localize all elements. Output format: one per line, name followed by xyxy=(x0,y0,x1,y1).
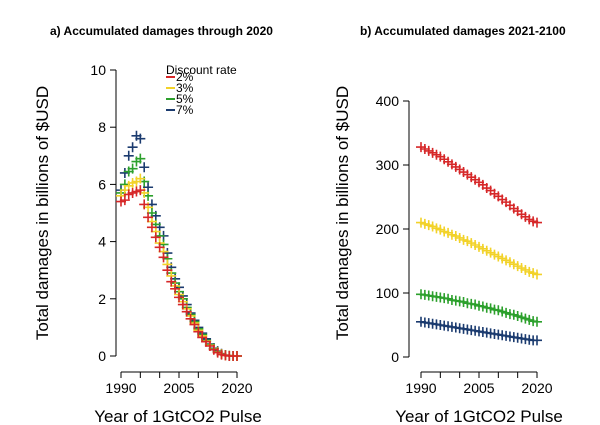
series-3pct xyxy=(116,173,242,361)
panel-a-x-axis-label: Year of 1GtCO2 Pulse xyxy=(94,407,262,425)
panel-a-axes: 0 2 4 6 8 10 1990 2005 2020 xyxy=(90,62,252,396)
data-point xyxy=(135,185,146,196)
legend-entry-label: 7% xyxy=(176,103,194,117)
panel-b-title: b) Accumulated damages 2021-2100 xyxy=(360,24,566,38)
data-point xyxy=(166,276,177,287)
panel-a-y-axis-label: Total damages in billions of $USD xyxy=(33,86,52,340)
data-point xyxy=(143,212,154,223)
legend-entry-label: 2% xyxy=(176,70,194,84)
legend-entry-label: 3% xyxy=(176,81,194,95)
y-tick-label: 0 xyxy=(98,348,106,364)
x-tick-label: 2005 xyxy=(163,380,194,396)
data-point xyxy=(139,162,150,173)
data-point xyxy=(143,182,154,193)
data-point xyxy=(232,351,242,361)
y-tick-label: 2 xyxy=(98,291,106,307)
legend-entry-label: 5% xyxy=(176,92,194,106)
data-point xyxy=(162,265,173,276)
y-tick-label: 400 xyxy=(376,93,400,109)
panel-a: a) Accumulated damages through 2020 Tota… xyxy=(33,24,273,425)
panel-b-x-axis-label: Year of 1GtCO2 Pulse xyxy=(395,407,563,425)
x-tick-label: 2020 xyxy=(521,380,552,396)
data-point xyxy=(135,153,146,164)
y-tick-label: 8 xyxy=(98,119,106,135)
y-tick-label: 10 xyxy=(90,62,106,78)
x-tick-label: 2005 xyxy=(463,380,494,396)
data-point xyxy=(127,142,138,153)
panel-b-y-axis-label: Total damages in billions of $USD xyxy=(333,86,352,340)
series-2pct xyxy=(416,142,542,228)
legend-title: Discount rate xyxy=(166,63,237,77)
data-point xyxy=(185,313,196,324)
data-point xyxy=(532,335,542,346)
series-7pct xyxy=(416,316,542,346)
y-tick-label: 6 xyxy=(98,176,106,192)
series-7pct xyxy=(116,130,242,361)
x-tick-label: 1990 xyxy=(105,380,136,396)
data-point xyxy=(177,299,188,310)
data-point xyxy=(158,252,169,263)
panel-b: b) Accumulated damages 2021-2100 Total d… xyxy=(333,24,566,425)
panel-a-marks xyxy=(116,130,242,361)
data-point xyxy=(174,292,184,303)
panel-b-marks xyxy=(416,142,542,346)
data-point xyxy=(154,242,165,253)
data-point xyxy=(135,173,146,184)
data-point xyxy=(532,217,542,228)
panel-a-title: a) Accumulated damages through 2020 xyxy=(50,24,273,38)
y-tick-label: 100 xyxy=(376,285,400,301)
series-2pct xyxy=(116,185,242,361)
data-point xyxy=(127,163,138,174)
data-point xyxy=(123,150,134,161)
data-point xyxy=(189,319,200,330)
data-point xyxy=(181,306,192,317)
data-point xyxy=(532,316,542,327)
series-5pct xyxy=(116,153,242,361)
series-3pct xyxy=(416,217,542,280)
data-point xyxy=(150,232,161,243)
series-5pct xyxy=(416,289,542,327)
x-tick-label: 2020 xyxy=(221,380,252,396)
data-point xyxy=(193,326,204,337)
y-tick-label: 300 xyxy=(376,157,400,173)
data-point xyxy=(135,133,146,144)
data-point xyxy=(119,195,130,206)
x-tick-label: 1990 xyxy=(405,380,436,396)
data-point xyxy=(170,283,181,294)
y-tick-label: 4 xyxy=(98,234,106,250)
data-point xyxy=(139,199,150,210)
y-tick-label: 0 xyxy=(391,349,399,365)
panel-b-axes: 0 100 200 300 400 1990 2005 2020 xyxy=(376,93,553,396)
y-tick-label: 200 xyxy=(376,221,400,237)
legend: Discount rate 2%3%5%7% xyxy=(166,63,237,117)
data-point xyxy=(532,269,542,280)
data-point xyxy=(146,222,157,233)
